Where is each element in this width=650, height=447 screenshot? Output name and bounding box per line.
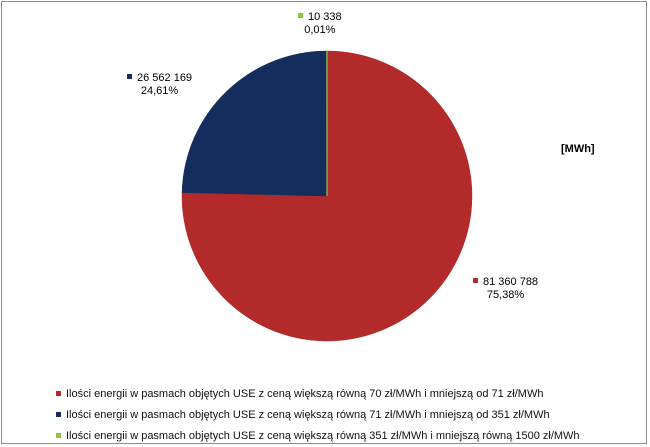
- slice-2-value-label: 26 562 169: [137, 72, 193, 84]
- slice-3-label-swatch: [298, 13, 303, 18]
- data-label-slice-1: 81 360 788 75,38%: [473, 276, 538, 302]
- legend-swatch-3: [56, 433, 61, 438]
- slice-1-value-label: 81 360 788: [483, 276, 539, 288]
- data-label-slice-2: 26 562 169 24,61%: [127, 72, 192, 98]
- slice-3-percent-label: 0,01%: [304, 24, 336, 36]
- slice-1-percent-label: 75,38%: [486, 289, 525, 301]
- legend-label-3: Ilości energii w pasmach objętych USE z …: [66, 429, 580, 442]
- legend-item-1: Ilości energii w pasmach objętych USE z …: [56, 383, 580, 404]
- legend-label-1: Ilości energii w pasmach objętych USE z …: [66, 387, 544, 400]
- slice-3-value-label: 10 338: [308, 11, 342, 23]
- legend-item-3: Ilości energii w pasmach objętych USE z …: [56, 425, 580, 446]
- slice-1-label-swatch: [473, 278, 478, 283]
- legend-swatch-2: [56, 412, 61, 417]
- legend: Ilości energii w pasmach objętych USE z …: [56, 383, 580, 446]
- data-label-slice-3: 10 338 0,01%: [298, 11, 342, 37]
- legend-swatch-1: [56, 391, 61, 396]
- legend-item-2: Ilości energii w pasmach objętych USE z …: [56, 404, 580, 425]
- slice-2-label-swatch: [127, 74, 132, 79]
- slice-2-percent-label: 24,61%: [140, 85, 179, 97]
- legend-label-2: Ilości energii w pasmach objętych USE z …: [66, 408, 550, 421]
- unit-label: [MWh]: [561, 143, 595, 155]
- pie-slice-2: [181, 50, 328, 197]
